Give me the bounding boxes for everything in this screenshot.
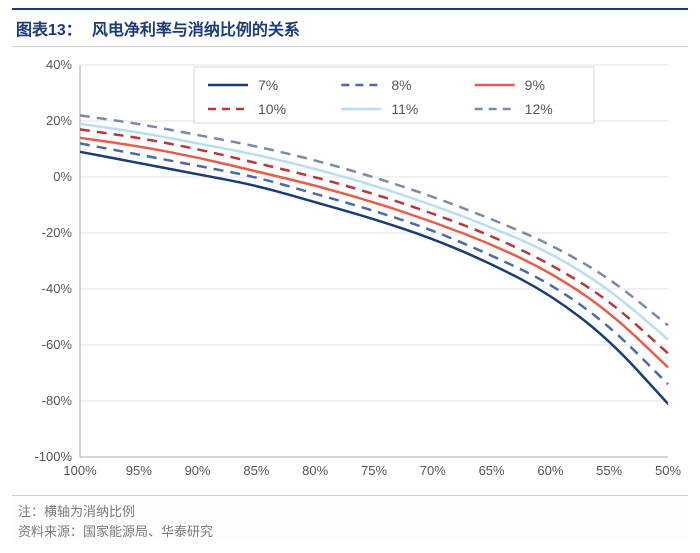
y-tick-label: 40% xyxy=(46,57,72,72)
y-tick-label: -60% xyxy=(42,337,73,352)
y-tick-label: 0% xyxy=(53,169,72,184)
x-tick-label: 60% xyxy=(537,463,563,478)
legend: 7% 8% 9% 10% 11% 12% xyxy=(194,67,594,123)
x-tick-label: 100% xyxy=(63,463,97,478)
y-tick-label: -20% xyxy=(42,225,73,240)
y-axis: 40% 20% 0% -20% -40% -60% -80% -100% xyxy=(34,57,72,464)
x-tick-label: 95% xyxy=(126,463,152,478)
x-tick-label: 90% xyxy=(185,463,211,478)
chart-header: 图表13： 风电净利率与消纳比例的关系 xyxy=(12,8,688,47)
series-line-11% xyxy=(80,124,668,340)
chart-title: 风电净利率与消纳比例的关系 xyxy=(92,16,300,40)
legend-label: 9% xyxy=(525,77,545,93)
legend-label: 10% xyxy=(258,101,286,117)
y-grid xyxy=(80,65,668,457)
y-tick-label: -80% xyxy=(42,393,73,408)
legend-label: 8% xyxy=(391,77,411,93)
series-line-9% xyxy=(80,138,668,368)
y-tick-label: -100% xyxy=(34,449,72,464)
chart-footer: 注：横轴为消纳比例 资料来源：国家能源局、华泰研究 xyxy=(12,495,688,541)
x-tick-label: 50% xyxy=(655,463,681,478)
y-tick-label: 20% xyxy=(46,113,72,128)
x-axis: 100% 95% 90% 85% 80% 75% 70% 65% 60% 55% 50% xyxy=(63,463,681,478)
footer-source: 资料来源：国家能源局、华泰研究 xyxy=(18,522,682,542)
series-line-7% xyxy=(80,152,668,404)
x-tick-label: 80% xyxy=(302,463,328,478)
legend-label: 7% xyxy=(258,77,278,93)
legend-label: 11% xyxy=(391,101,418,117)
x-tick-label: 75% xyxy=(361,463,387,478)
y-tick-label: -40% xyxy=(42,281,73,296)
line-chart: 40% 20% 0% -20% -40% -60% -80% -100%100% 95% 90% 8… xyxy=(16,55,686,485)
x-tick-label: 65% xyxy=(479,463,505,478)
legend-label: 12% xyxy=(525,101,553,117)
x-tick-label: 70% xyxy=(420,463,446,478)
series-group xyxy=(80,115,668,403)
chart-index: 图表13： xyxy=(16,16,82,40)
series-line-8% xyxy=(80,143,668,384)
x-tick-label: 85% xyxy=(243,463,269,478)
x-tick-label: 55% xyxy=(596,463,622,478)
series-line-10% xyxy=(80,129,668,353)
chart-area: 40% 20% 0% -20% -40% -60% -80% -100%100% 95% 90% 8… xyxy=(12,47,688,495)
footer-note: 注：横轴为消纳比例 xyxy=(18,502,682,522)
